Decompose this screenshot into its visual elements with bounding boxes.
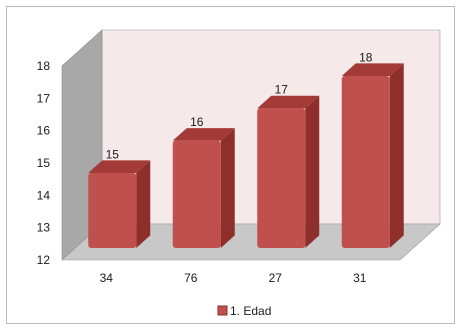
y-tick-label: 12 — [37, 253, 51, 267]
bar-top — [341, 63, 404, 76]
bar-side — [220, 128, 235, 248]
bar-front — [257, 108, 306, 248]
bar-front — [172, 140, 221, 248]
bar-side — [305, 95, 320, 248]
y-axis-ticks: 12 13 14 15 16 17 18 — [37, 59, 51, 267]
legend-swatch — [217, 305, 228, 316]
data-label: 15 — [106, 147, 120, 161]
x-tick-label: 31 — [353, 271, 367, 285]
bar-top — [257, 95, 320, 109]
y-tick-label: 14 — [37, 188, 51, 202]
bar-side — [389, 63, 404, 249]
data-label: 17 — [275, 83, 289, 97]
y-tick-label: 17 — [37, 91, 51, 105]
bar-top — [172, 128, 235, 141]
data-label: 18 — [359, 50, 373, 64]
data-labels: 15 16 17 18 — [106, 50, 373, 161]
x-tick-label: 27 — [269, 271, 283, 285]
bar — [172, 128, 235, 248]
bar-front — [341, 76, 390, 248]
bar — [341, 63, 404, 249]
legend-label: 1. Edad — [230, 304, 271, 318]
bars — [88, 63, 404, 249]
y-tick-label: 16 — [37, 124, 51, 138]
data-label: 16 — [190, 115, 204, 129]
bar-side — [136, 160, 151, 248]
bar-top — [88, 160, 151, 173]
x-tick-label: 76 — [184, 271, 198, 285]
x-tick-label: 34 — [100, 271, 114, 285]
bar-front — [88, 173, 137, 248]
y-tick-label: 15 — [37, 156, 51, 170]
y-tick-label: 18 — [37, 59, 51, 73]
bar — [88, 160, 151, 248]
y-tick-label: 13 — [37, 221, 51, 235]
x-axis-ticks: 34 76 27 31 — [100, 271, 367, 285]
bar — [257, 95, 320, 248]
legend: 1. Edad — [217, 304, 271, 318]
